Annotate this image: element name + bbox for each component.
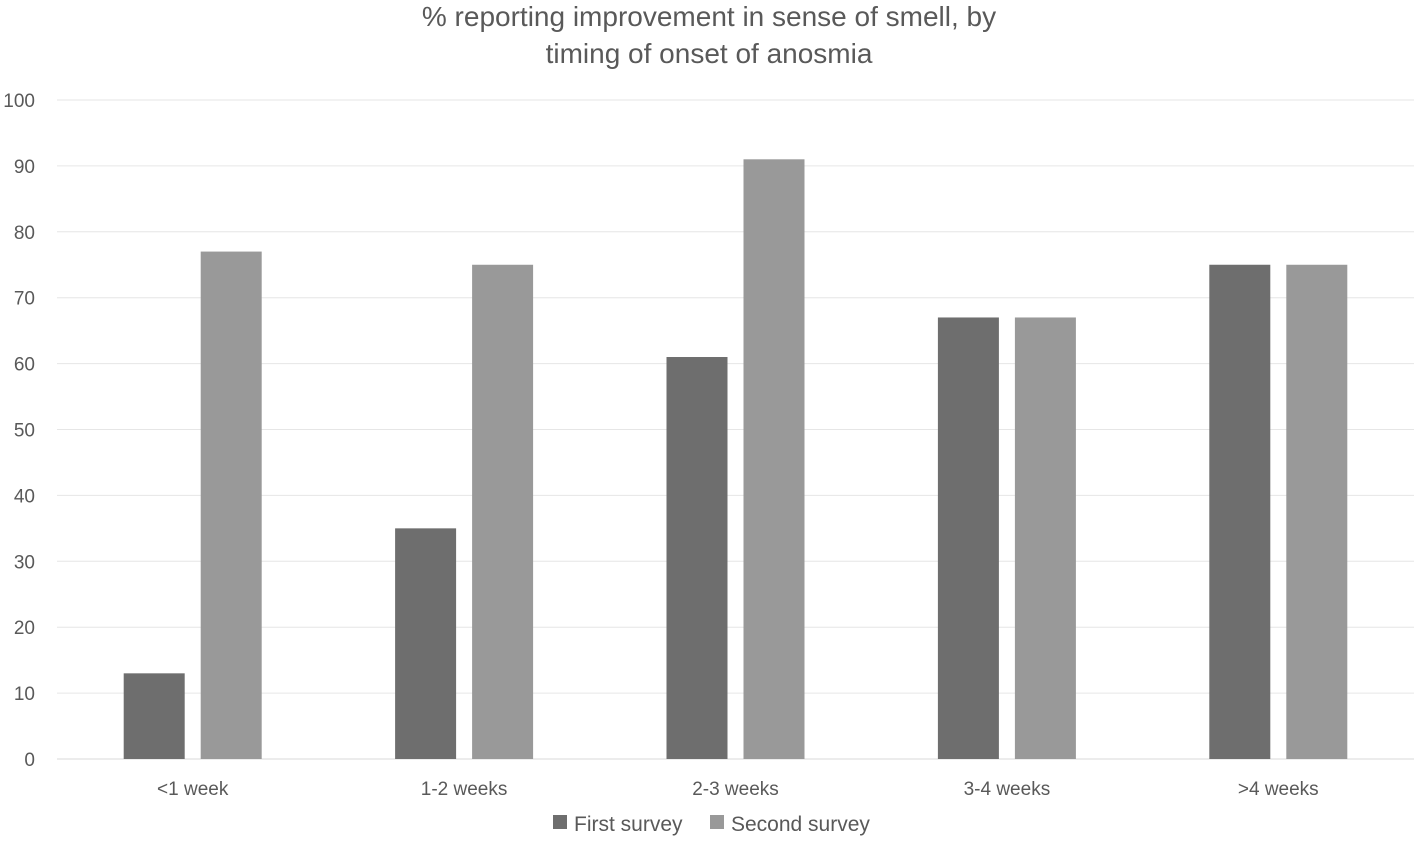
bar-first-survey <box>123 673 185 759</box>
bar-first-survey <box>666 357 728 759</box>
y-axis-ticks: 0 10 20 30 40 50 60 70 80 90 100 <box>3 91 35 771</box>
y-tick-label: 100 <box>3 91 35 112</box>
y-tick-label: 10 <box>14 684 35 705</box>
y-tick-label: 20 <box>14 618 35 639</box>
bar-second-survey <box>200 251 262 759</box>
bar-second-survey <box>743 159 805 759</box>
bar-first-survey <box>937 317 999 759</box>
x-category-label: <1 week <box>157 779 229 800</box>
y-tick-label: 30 <box>14 552 35 573</box>
bar-second-survey <box>1286 264 1348 759</box>
y-tick-label: 50 <box>14 421 35 442</box>
x-axis-categories: <1 week 1-2 weeks 2-3 weeks 3-4 weeks >4 wee… <box>157 779 1319 800</box>
y-tick-label: 70 <box>14 289 35 310</box>
bar-first-survey <box>1209 264 1271 759</box>
y-tick-label: 40 <box>14 486 35 507</box>
legend-swatch <box>710 815 724 829</box>
legend-swatch <box>553 815 567 829</box>
bars <box>123 159 1348 759</box>
y-tick-label: 80 <box>14 223 35 244</box>
bar-second-survey <box>472 264 534 759</box>
legend-label: Second survey <box>731 813 870 836</box>
y-tick-label: 90 <box>14 157 35 178</box>
bar-second-survey <box>1014 317 1076 759</box>
legend: First survey Second survey <box>553 813 870 836</box>
y-tick-label: 0 <box>24 750 35 771</box>
y-tick-label: 60 <box>14 355 35 376</box>
x-category-label: 3-4 weeks <box>964 779 1051 800</box>
x-category-label: 2-3 weeks <box>692 779 779 800</box>
bar-first-survey <box>395 528 457 759</box>
chart-title-line-2: timing of onset of anosmia <box>546 38 873 69</box>
x-category-label: 1-2 weeks <box>421 779 508 800</box>
legend-label: First survey <box>574 813 683 836</box>
chart-title-line-1: % reporting improvement in sense of smel… <box>422 1 996 32</box>
x-category-label: >4 weeks <box>1238 779 1319 800</box>
gridlines <box>57 99 1414 760</box>
